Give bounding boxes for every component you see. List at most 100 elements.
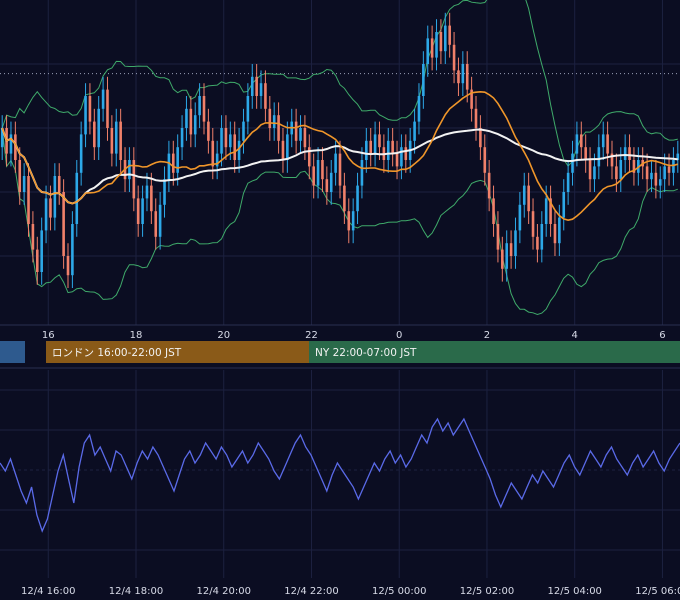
candle-body [31, 224, 35, 250]
time-tick-bottom-2: 12/4 20:00 [197, 586, 251, 597]
time-tick-top-4: 0 [396, 330, 402, 341]
candle-body [185, 108, 188, 128]
candle-body [386, 140, 390, 160]
candle-body [44, 198, 48, 231]
candle-body [632, 160, 636, 173]
candle-body [417, 96, 421, 122]
candle-body [259, 83, 263, 96]
candle-body [562, 192, 566, 218]
candle-body [329, 172, 333, 192]
candle-body [439, 32, 443, 52]
candle-body [106, 89, 109, 128]
candle-body [356, 185, 359, 212]
candle-body [211, 140, 215, 167]
candle-body [79, 134, 83, 173]
time-tick-bottom-6: 12/5 04:00 [547, 586, 601, 597]
candle-body [619, 160, 623, 180]
candle-body [189, 108, 193, 135]
candle-body [224, 128, 228, 148]
candle-body [452, 44, 456, 71]
candle-body [623, 147, 627, 160]
candle-body [321, 160, 324, 180]
candle-body [549, 198, 552, 224]
candle-body [474, 108, 478, 128]
time-tick-bottom-5: 12/5 02:00 [460, 586, 514, 597]
session-ny-bar [309, 341, 680, 363]
candle-body [658, 179, 662, 186]
candle-body [250, 76, 254, 96]
candle-body [593, 166, 596, 180]
candle-body [163, 179, 166, 205]
candle-body [601, 134, 605, 148]
time-tick-bottom-0: 12/4 16:00 [21, 586, 75, 597]
candle-body [193, 115, 197, 135]
candle-body [154, 211, 158, 237]
candle-body [66, 256, 70, 276]
candle-body [14, 134, 17, 160]
candle-body [645, 166, 649, 180]
candle-body [628, 147, 631, 160]
candle-body [470, 89, 473, 109]
candle-body [365, 140, 368, 160]
time-tick-top-5: 2 [484, 330, 490, 341]
candle-body [343, 185, 346, 212]
candle-body [35, 249, 39, 272]
candle-body [378, 134, 381, 148]
candle-body [413, 121, 416, 141]
candle-body [220, 128, 223, 154]
candle-body [128, 160, 131, 180]
candle-body [672, 160, 675, 173]
candle-body [448, 25, 451, 45]
candle-body [136, 198, 140, 224]
candle-body [615, 166, 618, 180]
candle-body [566, 172, 570, 192]
candle-body [141, 198, 144, 224]
time-tick-bottom-1: 12/4 18:00 [109, 586, 163, 597]
session-bar: ロンドン 16:00-22:00 JST NY 22:00-07:00 JST [0, 341, 680, 363]
candle-body [571, 153, 574, 173]
candle-body [338, 153, 342, 186]
candle-body [443, 25, 447, 52]
candle-body [514, 230, 517, 256]
candle-body [145, 185, 149, 199]
candle-body [531, 211, 535, 237]
candle-body [114, 121, 118, 154]
candle-body [334, 153, 337, 173]
candle-body [277, 115, 280, 141]
candle-body [75, 172, 79, 224]
candle-body [422, 64, 425, 96]
time-tick-top-2: 20 [217, 330, 230, 341]
session-london-label: ロンドン 16:00-22:00 JST [52, 347, 182, 359]
candle-body [207, 121, 210, 141]
time-tick-top-0: 16 [42, 330, 55, 341]
candle-body [272, 115, 276, 128]
candle-body [119, 121, 122, 160]
session-ny-label: NY 22:00-07:00 JST [315, 347, 417, 359]
candle-body [540, 224, 544, 250]
candle-body [40, 230, 43, 272]
candle-body [558, 217, 561, 244]
time-tick-bottom-3: 12/4 22:00 [284, 586, 338, 597]
candle-body [18, 160, 22, 192]
candle-body [84, 96, 87, 135]
candle-body [325, 179, 329, 192]
candle-body [316, 160, 320, 186]
candle-body [351, 211, 355, 231]
time-tick-top-6: 4 [572, 330, 578, 341]
candle-body [584, 147, 587, 160]
candle-body [522, 185, 526, 205]
candle-body [606, 134, 609, 154]
candle-body [93, 121, 96, 148]
candle-body [483, 147, 487, 173]
candle-body [246, 96, 250, 122]
candle-body [395, 153, 399, 167]
candle-body [501, 249, 504, 269]
candle-body [268, 108, 272, 128]
candle-body [479, 128, 482, 148]
candle-body [654, 172, 658, 186]
candle-body [509, 243, 513, 256]
oscillator-panel-grid [0, 370, 680, 578]
candle-body [71, 224, 74, 276]
time-tick-top-3: 22 [305, 330, 318, 341]
